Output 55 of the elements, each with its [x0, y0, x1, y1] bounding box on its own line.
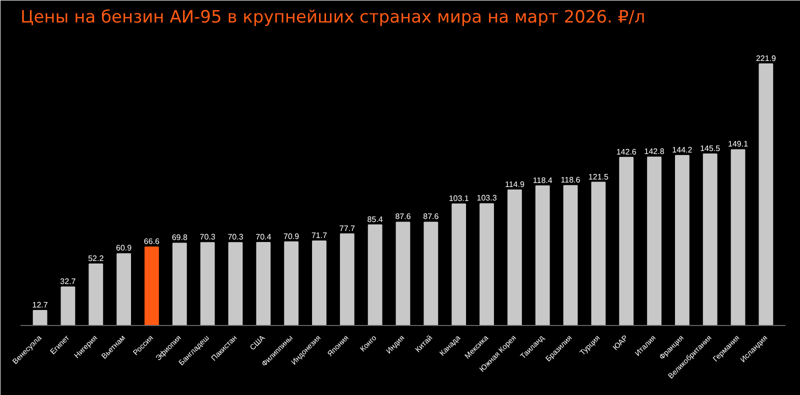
bar	[396, 222, 410, 326]
data-label: 70.3	[200, 232, 216, 242]
bar	[228, 242, 243, 326]
bar	[88, 263, 104, 326]
bar	[507, 190, 522, 326]
data-label: 32.7	[60, 276, 76, 286]
data-label: 87.6	[395, 212, 412, 222]
data-label: 144.2	[672, 145, 693, 154]
data-label: 85.4	[367, 214, 384, 224]
bar	[535, 185, 550, 326]
data-label: 114.9	[504, 180, 525, 190]
bar	[647, 156, 662, 326]
data-label: 142.8	[644, 147, 665, 156]
data-label: 66.6	[144, 236, 160, 246]
bar	[172, 242, 187, 326]
bar	[452, 203, 466, 326]
bar	[368, 224, 382, 326]
bar	[702, 153, 718, 326]
chart-title: Цены на бензин АИ-95 в крупнейших странах мира на март 2026. ₽/л	[20, 8, 646, 28]
data-label: 52.2	[88, 254, 104, 263]
bar	[730, 149, 746, 326]
data-label: 118.4	[532, 176, 553, 185]
data-label: 145.5	[700, 144, 721, 153]
bar	[32, 310, 48, 326]
bar	[480, 203, 494, 326]
bar	[591, 182, 606, 326]
data-label: 12.7	[32, 300, 48, 310]
bar	[674, 154, 690, 326]
bar	[619, 156, 634, 326]
data-label: 60.9	[116, 244, 132, 253]
data-label: 221.9	[756, 54, 777, 63]
data-label: 103.1	[448, 194, 470, 203]
bar	[340, 233, 354, 326]
bar	[256, 242, 271, 326]
data-label: 77.7	[339, 224, 356, 233]
bar	[284, 241, 299, 326]
data-label: 87.6	[423, 212, 440, 222]
data-label: 103.3	[476, 194, 498, 203]
bar	[563, 185, 578, 326]
data-label: 69.8	[172, 233, 188, 242]
data-label: 149.1	[728, 140, 749, 149]
bar	[424, 222, 438, 326]
data-label: 118.6	[560, 176, 581, 185]
bar	[758, 63, 774, 326]
data-label: 142.6	[616, 147, 637, 156]
bar	[144, 246, 159, 326]
data-label: 70.4	[256, 232, 272, 242]
data-label: 70.9	[284, 232, 300, 241]
bar	[200, 242, 215, 326]
data-label: 121.5	[588, 172, 609, 182]
bar	[116, 253, 132, 326]
data-label: 70.3	[228, 232, 244, 242]
data-label: 71.7	[311, 230, 328, 240]
bar	[312, 240, 326, 326]
bar	[60, 286, 76, 326]
